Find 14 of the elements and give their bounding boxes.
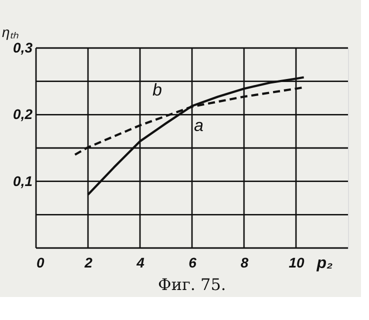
text: Фиг. 75. [158,275,226,294]
x-tick-label: 6 [188,254,197,270]
series-label: b [152,80,162,100]
y-tick-label: 0,3 [13,40,33,56]
x-tick-label: 8 [240,254,249,270]
y-tick-label: 0,2 [13,106,33,122]
x-tick-label: 0 [36,254,44,270]
x-axis-title: p₂ [316,255,333,272]
y-axis-title: ηₜₕ [2,24,19,40]
x-tick-label: 2 [84,254,93,270]
y-tick-label: 0,1 [13,172,33,189]
x-tick-label: 4 [136,254,145,270]
series-label: a [194,116,204,135]
x-tick-label: 10 [288,254,304,270]
